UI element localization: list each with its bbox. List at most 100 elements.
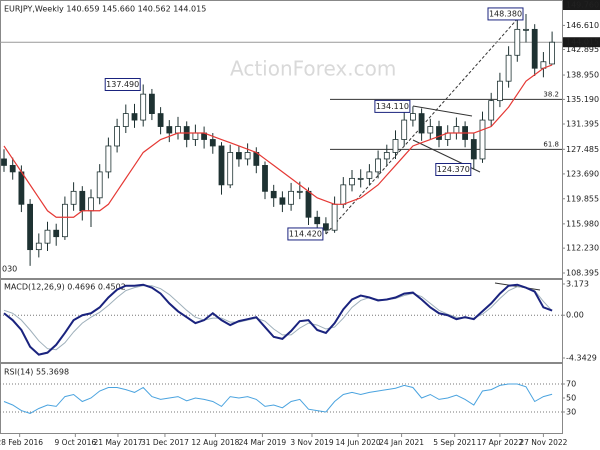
candle-body [192, 132, 199, 140]
candle-body [27, 203, 34, 251]
candle-body [418, 113, 425, 134]
price-panel [0, 0, 563, 279]
annotation-box [487, 7, 524, 21]
moving-average [3, 64, 553, 218]
candle-body [349, 177, 355, 186]
candle-body [62, 203, 68, 238]
x-tick-label: 14 Jun 2020 [336, 438, 381, 447]
candle-body [244, 152, 251, 160]
x-tick-label: 5 Sep 2021 [433, 438, 476, 447]
candle-body [148, 93, 155, 114]
candle-body [105, 145, 112, 173]
y-tick-label: 123.690 [566, 169, 599, 178]
candle-body [409, 113, 416, 121]
x-tick-label: 3 Nov 2019 [290, 438, 333, 447]
candle-body [209, 139, 216, 147]
candle-body [357, 177, 364, 180]
candle-body [79, 190, 86, 212]
candle-body [157, 113, 164, 127]
y-tick-label: 135.190 [566, 95, 599, 104]
watermark: ActionForex.com [230, 57, 396, 81]
candle-body [427, 126, 434, 134]
candle-body [1, 158, 7, 166]
annotation-box [287, 227, 324, 241]
candle-body [453, 126, 460, 134]
candle-body [270, 190, 277, 199]
x-tick-label: 21 May 2017 [94, 438, 143, 447]
annotation-box [435, 162, 472, 176]
price-label-box [563, 0, 600, 11]
x-tick-label: 28 Feb 2016 [0, 438, 43, 447]
candle-body [496, 80, 503, 102]
candle-body [383, 152, 390, 160]
candle-body [296, 190, 303, 193]
y-tick-label: 70 [566, 380, 576, 389]
annotation-box [374, 99, 411, 113]
candle-body [114, 126, 120, 147]
candle-body [514, 28, 521, 56]
candle-body [470, 139, 477, 160]
candle-body [401, 119, 408, 140]
y-tick-label: -4.3429 [566, 353, 597, 362]
candle-body [140, 93, 147, 121]
y-tick-label: 146.610 [566, 21, 599, 30]
candle-body [479, 119, 486, 160]
candle-body [366, 171, 373, 179]
x-tick-label: 24 Jan 2021 [379, 438, 424, 447]
y-tick-label: 142.895 [566, 45, 599, 54]
candle-body [53, 229, 60, 238]
x-tick-label: 17 Apr 2022 [477, 438, 524, 447]
candle-body [549, 41, 555, 65]
candle-body [340, 184, 347, 205]
candle-body [314, 216, 321, 225]
candle-body [44, 229, 51, 244]
y-tick-label: 127.485 [566, 145, 599, 154]
candle-body [131, 113, 138, 121]
x-tick-label: 24 Mar 2019 [239, 438, 287, 447]
candle-body [88, 197, 94, 212]
candle-body [35, 242, 42, 251]
y-tick-label: 131.395 [566, 119, 599, 128]
candle-body [235, 152, 242, 160]
chart-title: EURJPY,Weekly 140.659 145.660 140.562 14… [4, 5, 206, 14]
candle-body [9, 165, 16, 173]
price-label: 144.015 [566, 38, 599, 47]
fib-label: 38.2 [543, 90, 559, 98]
candle-body [166, 126, 173, 134]
candle-body [392, 139, 399, 153]
annotation-label: 148.380 [489, 9, 522, 18]
candle-body [227, 152, 234, 186]
candle-body [305, 190, 312, 218]
rsi-line [3, 383, 553, 414]
x-tick-label: 31 Dec 2017 [141, 438, 189, 447]
candle-body [331, 203, 338, 231]
y-tick-label: 50 [566, 394, 576, 403]
y-tick-label: 119.855 [566, 194, 599, 203]
candle-body [288, 190, 295, 205]
y-tick-label: 138.950 [566, 71, 599, 80]
fib-label: 61.8 [543, 140, 559, 148]
y-tick-label: 3.173 [566, 279, 589, 288]
macd-title: MACD(12,26,9) 0.4696 0.4502 [4, 283, 126, 292]
candle-body [70, 190, 77, 205]
x-tick-label: 12 Aug 2018 [191, 438, 239, 447]
candle-body [436, 126, 442, 140]
y-tick-label: 0.00 [566, 311, 584, 320]
rsi-title: RSI(14) 55.3698 [4, 368, 69, 377]
x-tick-label: 27 Nov 2022 [519, 438, 567, 447]
candle-body [279, 197, 286, 205]
y-tick-label: 112.230 [566, 244, 599, 253]
annotation-label: 114.420 [289, 229, 322, 238]
price-label: 149.760 [566, 1, 599, 10]
candle-body [322, 223, 329, 231]
candle-body [18, 171, 25, 205]
candle-body [523, 28, 529, 31]
candle-body [531, 28, 538, 69]
annotation-label: 137.490 [106, 80, 139, 89]
macd-line [3, 283, 553, 356]
candle-body [175, 126, 181, 134]
annotation-label: 134.110 [376, 102, 409, 111]
triangle-line [412, 105, 473, 117]
